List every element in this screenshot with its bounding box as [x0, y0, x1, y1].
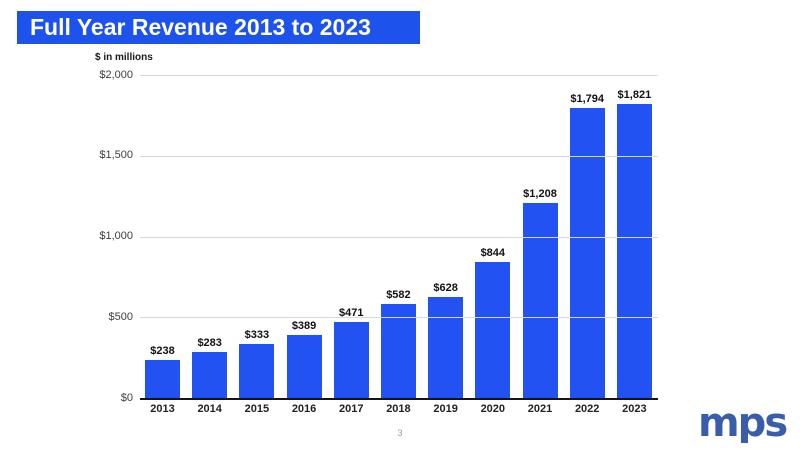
- x-axis-tick-label: 2013: [150, 403, 175, 415]
- y-axis-tick-label: $500: [108, 310, 133, 323]
- bar-column-2016: $389: [286, 320, 322, 398]
- bar-2014: [192, 352, 228, 398]
- gridline-1000: [140, 236, 658, 238]
- x-axis-tick-label: 2016: [291, 403, 317, 415]
- x-axis-tick-label: 2018: [386, 403, 411, 415]
- x-axis-tick-label: 2020: [480, 403, 506, 415]
- x-axis-tick-label: 2017: [339, 403, 364, 415]
- bar-value-label: $283: [197, 337, 222, 350]
- bar-value-label: $1,208: [523, 187, 557, 200]
- revenue-bar-chart: $238 $283 $333 $389 $471 $582 $628 $844 $1,208 $1…: [140, 75, 658, 400]
- bar-2021: [522, 202, 558, 398]
- y-axis-tick-label: $0: [120, 391, 133, 404]
- x-axis-tick-label: 2023: [622, 403, 647, 415]
- x-axis-labels: 2013 2014 2015 2016 2017 2018 2019 2020 2021 2022…: [140, 403, 658, 415]
- bar-column-2021: $1,208: [522, 187, 558, 398]
- bar-column-2020: $844: [475, 246, 511, 398]
- bar-value-label: $389: [291, 320, 317, 333]
- bar-2020: [475, 261, 511, 398]
- bar-column-2022: $1,794: [569, 93, 605, 398]
- bar-column-2017: $471: [333, 306, 369, 398]
- x-axis-tick-label: 2015: [244, 403, 270, 415]
- bar-value-label: $628: [433, 281, 458, 294]
- bar-2022: [569, 108, 605, 398]
- bar-column-2015: $333: [239, 329, 275, 398]
- page-number: 3: [397, 428, 403, 438]
- bar-2017: [333, 321, 369, 398]
- bar-value-label: $1,821: [617, 88, 652, 101]
- x-axis-tick-label: 2014: [197, 403, 222, 415]
- bar-value-label: $1,794: [570, 93, 605, 106]
- units-label: $ in millions: [95, 52, 153, 63]
- gridline-2000: [140, 75, 658, 76]
- x-axis-tick-label: 2019: [433, 403, 458, 415]
- bar-value-label: $238: [150, 344, 175, 357]
- x-axis-tick-label: 2021: [527, 403, 553, 415]
- bar-column-2023: $1,821: [616, 88, 652, 398]
- bar-value-label: $844: [480, 246, 506, 259]
- bar-column-2014: $283: [192, 337, 228, 398]
- mps-logo-text: mps: [698, 403, 786, 443]
- bar-2019: [428, 296, 464, 398]
- bar-column-2018: $582: [380, 289, 416, 398]
- bar-2016: [286, 335, 322, 398]
- bar-2013: [145, 359, 180, 398]
- bar-value-label: $471: [339, 306, 364, 319]
- bar-value-label: $582: [386, 289, 411, 302]
- bar-2015: [239, 344, 275, 398]
- page-title: Full Year Revenue 2013 to 2023: [30, 14, 371, 40]
- x-axis-tick-label: 2022: [574, 403, 600, 415]
- bar-value-label: $333: [244, 329, 270, 342]
- y-axis-tick-label: $2,000: [99, 68, 133, 81]
- mps-logo: mps: [698, 403, 788, 443]
- title-banner: Full Year Revenue 2013 to 2023: [17, 11, 420, 44]
- bar-column-2013: $238: [145, 345, 180, 398]
- bar-column-2019: $628: [428, 281, 464, 398]
- y-axis-tick-label: $1,000: [99, 230, 133, 242]
- bar-2023: [616, 103, 652, 398]
- gridline-1500: [140, 155, 658, 157]
- y-axis-tick-label: $1,500: [99, 149, 133, 162]
- bar-2018: [380, 304, 416, 398]
- gridline-500: [140, 317, 658, 319]
